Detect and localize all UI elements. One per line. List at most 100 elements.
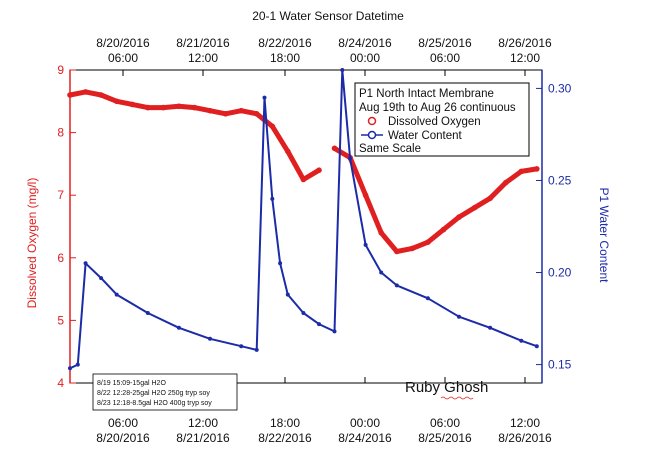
- bottom-tick-date: 8/21/2016: [176, 431, 230, 445]
- bottom-tick-time: 06:00: [430, 416, 460, 430]
- bottom-tick-date: 8/24/2016: [338, 431, 392, 445]
- water-content-point: [176, 325, 181, 330]
- legend-box: [354, 82, 530, 157]
- signature-underline: [440, 396, 474, 400]
- y-left-tick-label: 4: [57, 376, 64, 390]
- water-content-point: [332, 329, 337, 334]
- water-content-point: [68, 366, 72, 371]
- water-content-point: [83, 261, 88, 266]
- legend-wc-marker: [367, 130, 377, 140]
- legend-footer: Same Scale: [359, 143, 421, 155]
- dissolved-oxygen-point: [145, 104, 151, 111]
- y-right-tick-label: 0.30: [548, 81, 572, 95]
- dissolved-oxygen-line: [332, 145, 540, 254]
- dissolved-oxygen-point: [176, 103, 182, 110]
- bottom-tick-time: 12:00: [510, 416, 540, 430]
- dissolved-oxygen-point: [285, 148, 291, 155]
- note-2: 8/22 12:28-25gal H2O 250g tryp soy: [97, 390, 210, 397]
- dissolved-oxygen-point: [487, 195, 493, 202]
- dissolved-oxygen-point: [98, 92, 104, 98]
- bottom-tick-date: 8/25/2016: [418, 431, 472, 445]
- note-3: 8/23 12:18-8.5gal H2O 400g tryp soy: [97, 400, 212, 407]
- dissolved-oxygen-point: [82, 89, 89, 95]
- water-content-point: [457, 314, 461, 319]
- y-right-axis-label: P1 Water Content: [597, 188, 611, 284]
- series-layer: [67, 68, 540, 371]
- dissolved-oxygen-point: [362, 192, 369, 198]
- water-content-point: [278, 261, 283, 266]
- bottom-tick-time: 06:00: [108, 416, 138, 430]
- water-content-point: [208, 336, 212, 341]
- y-left-tick-label: 9: [57, 63, 64, 77]
- legend: P1 North Intact Membrane Aug 19th to Aug…: [354, 82, 530, 157]
- dissolved-oxygen-point: [160, 104, 167, 111]
- top-tick-time: 18:00: [270, 51, 300, 65]
- water-content-point: [363, 242, 368, 247]
- bottom-tick-date: 8/20/2016: [96, 431, 150, 445]
- bottom-tick-time: 12:00: [188, 416, 218, 430]
- dissolved-oxygen-point: [518, 168, 525, 175]
- water-content-point: [254, 347, 259, 352]
- notes-box: [92, 373, 238, 411]
- bottom-tick-date: 8/26/2016: [498, 431, 552, 445]
- legend-line-2: Aug 19th to Aug 26 continuous: [359, 102, 516, 114]
- water-content-point: [340, 68, 345, 72]
- dissolved-oxygen-point: [269, 123, 276, 130]
- y-right-tick-label: 0.25: [548, 173, 572, 187]
- dissolved-oxygen-point: [253, 111, 260, 117]
- y-left-tick-label: 8: [57, 126, 64, 140]
- water-content-point: [239, 344, 244, 349]
- dissolved-oxygen-point: [394, 248, 400, 255]
- dissolved-oxygen-point: [378, 230, 385, 236]
- water-content-point: [114, 292, 119, 297]
- water-content-point: [262, 95, 267, 100]
- top-tick-date: 8/21/2016: [176, 36, 230, 50]
- top-tick-date: 8/24/2016: [338, 36, 392, 50]
- dissolved-oxygen-point: [534, 166, 540, 172]
- water-content-point: [519, 338, 524, 343]
- signature: Ruby Ghosh: [405, 379, 488, 396]
- dissolved-oxygen-point: [113, 98, 120, 105]
- event-notes: 8/19 15:09-15gal H2O 8/22 12:28-25gal H2…: [92, 373, 238, 411]
- water-content-point: [285, 292, 290, 297]
- water-content-point: [145, 311, 150, 315]
- y-left-ticks: 4 5 6 7 8 9: [57, 63, 76, 390]
- water-content-point: [75, 362, 80, 367]
- note-1: 8/19 15:09-15gal H2O: [97, 380, 166, 387]
- dissolved-oxygen-point: [471, 204, 478, 211]
- bottom-tick-time: 00:00: [350, 416, 380, 430]
- dissolved-oxygen-point: [316, 167, 322, 173]
- y-left-tick-label: 5: [57, 313, 64, 327]
- y-right-ticks: 0.15 0.20 0.25 0.30: [536, 81, 572, 372]
- dissolved-oxygen-point: [331, 145, 338, 152]
- dissolved-oxygen-point: [238, 107, 244, 114]
- water-content-point: [425, 296, 430, 301]
- y-left-tick-label: 7: [57, 188, 64, 202]
- dissolved-oxygen-point: [440, 226, 447, 233]
- dissolved-oxygen-point: [129, 101, 135, 108]
- legend-do-marker: [367, 116, 377, 126]
- dissolved-oxygen-point: [409, 245, 416, 252]
- dissolved-oxygen-point: [502, 179, 509, 186]
- y-left-axis-label: Dissolved Oxygen (mg/l): [25, 178, 39, 309]
- bottom-tick-date: 8/22/2016: [258, 431, 312, 445]
- dissolved-oxygen-point: [67, 92, 73, 98]
- top-tick-date: 8/26/2016: [498, 36, 552, 50]
- top-tick-date: 8/22/2016: [258, 36, 312, 50]
- dissolved-oxygen-point: [425, 239, 431, 245]
- water-content-point: [488, 325, 493, 330]
- dissolved-oxygen-point: [222, 111, 229, 117]
- water-content-point: [317, 322, 321, 327]
- legend-wc-label: Water Content: [388, 130, 463, 142]
- y-right-tick-label: 0.15: [548, 358, 572, 372]
- dissolved-oxygen-point: [456, 214, 462, 220]
- legend-line-1: P1 North Intact Membrane: [359, 88, 494, 100]
- water-content-point: [348, 156, 353, 161]
- water-content-point: [394, 283, 399, 288]
- water-content-point: [270, 196, 275, 201]
- top-axis-ticks: 8/20/201606:008/21/201612:008/22/201618:…: [96, 36, 552, 76]
- dissolved-oxygen-point: [191, 104, 198, 111]
- top-tick-time: 06:00: [430, 51, 460, 65]
- top-tick-date: 8/25/2016: [418, 36, 472, 50]
